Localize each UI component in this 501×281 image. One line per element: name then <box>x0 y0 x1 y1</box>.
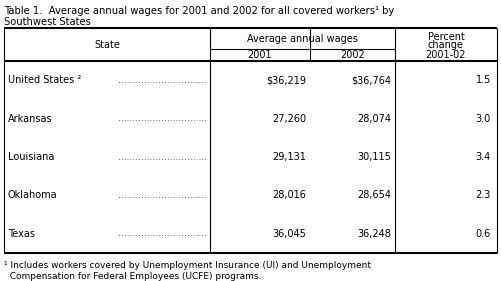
Text: 2001-02: 2001-02 <box>426 50 466 60</box>
Text: 3.4: 3.4 <box>476 152 491 162</box>
Text: 36,248: 36,248 <box>357 229 391 239</box>
Text: Louisiana: Louisiana <box>8 152 55 162</box>
Text: 28,654: 28,654 <box>357 191 391 200</box>
Text: 28,016: 28,016 <box>272 191 306 200</box>
Text: 3.0: 3.0 <box>476 114 491 124</box>
Text: ...............................: ............................... <box>118 76 207 85</box>
Text: 36,045: 36,045 <box>272 229 306 239</box>
Text: $36,764: $36,764 <box>351 75 391 85</box>
Text: 29,131: 29,131 <box>272 152 306 162</box>
Text: 0.6: 0.6 <box>476 229 491 239</box>
Text: 1.5: 1.5 <box>475 75 491 85</box>
Text: Arkansas: Arkansas <box>8 114 53 124</box>
Text: $36,219: $36,219 <box>266 75 306 85</box>
Text: change: change <box>428 40 464 49</box>
Text: 27,260: 27,260 <box>272 114 306 124</box>
Text: 2001: 2001 <box>247 50 273 60</box>
Text: ...............................: ............................... <box>118 153 207 162</box>
Text: Compensation for Federal Employees (UCFE) programs.: Compensation for Federal Employees (UCFE… <box>4 272 262 281</box>
Text: State: State <box>94 40 120 49</box>
Text: ...............................: ............................... <box>118 191 207 200</box>
Text: Southwest States: Southwest States <box>4 17 91 27</box>
Text: Texas: Texas <box>8 229 35 239</box>
Text: Average annual wages: Average annual wages <box>247 33 358 44</box>
Text: ...............................: ............................... <box>118 114 207 123</box>
Text: ¹ Includes workers covered by Unemployment Insurance (UI) and Unemployment: ¹ Includes workers covered by Unemployme… <box>4 261 371 270</box>
Text: Table 1.  Average annual wages for 2001 and 2002 for all covered workers¹ by: Table 1. Average annual wages for 2001 a… <box>4 6 394 16</box>
Text: 28,074: 28,074 <box>357 114 391 124</box>
Text: 2.3: 2.3 <box>475 191 491 200</box>
Text: United States ²: United States ² <box>8 75 84 85</box>
Text: Oklahoma: Oklahoma <box>8 191 58 200</box>
Text: 30,115: 30,115 <box>357 152 391 162</box>
Text: 2002: 2002 <box>340 50 365 60</box>
Text: ...............................: ............................... <box>118 229 207 238</box>
Text: Percent: Percent <box>427 33 464 42</box>
